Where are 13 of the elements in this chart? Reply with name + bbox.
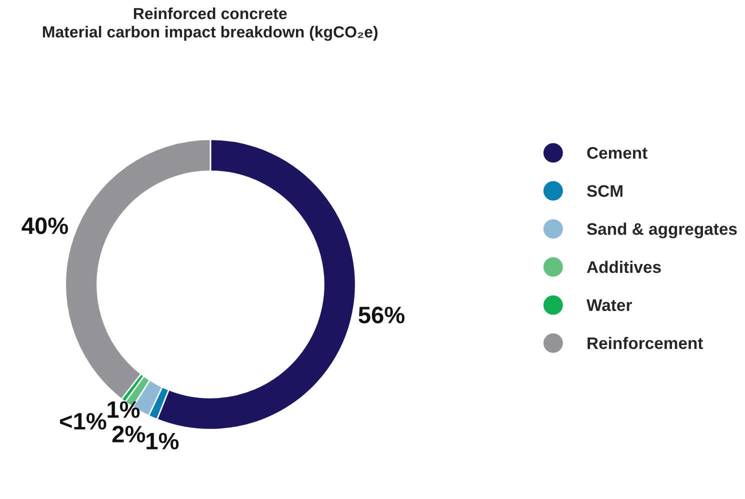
data-label: 56%: [358, 306, 405, 324]
legend-label: Additives: [586, 260, 661, 274]
data-label: 1%: [108, 401, 140, 418]
data-label: 2%: [112, 426, 146, 442]
chart-title: Reinforced concrete Material carbon impact breakdown (kgCO₂e): [42, 7, 378, 41]
data-label: 1%: [146, 432, 179, 450]
legend-label: Sand & aggregates: [586, 222, 737, 238]
legend-label: Reinforcement: [588, 336, 703, 350]
legend-label: SCM: [586, 185, 622, 197]
legend-label: Cement: [587, 147, 648, 159]
legend-label: Water: [586, 299, 632, 312]
data-label: <1%: [60, 412, 106, 430]
data-label: 40%: [22, 217, 68, 234]
